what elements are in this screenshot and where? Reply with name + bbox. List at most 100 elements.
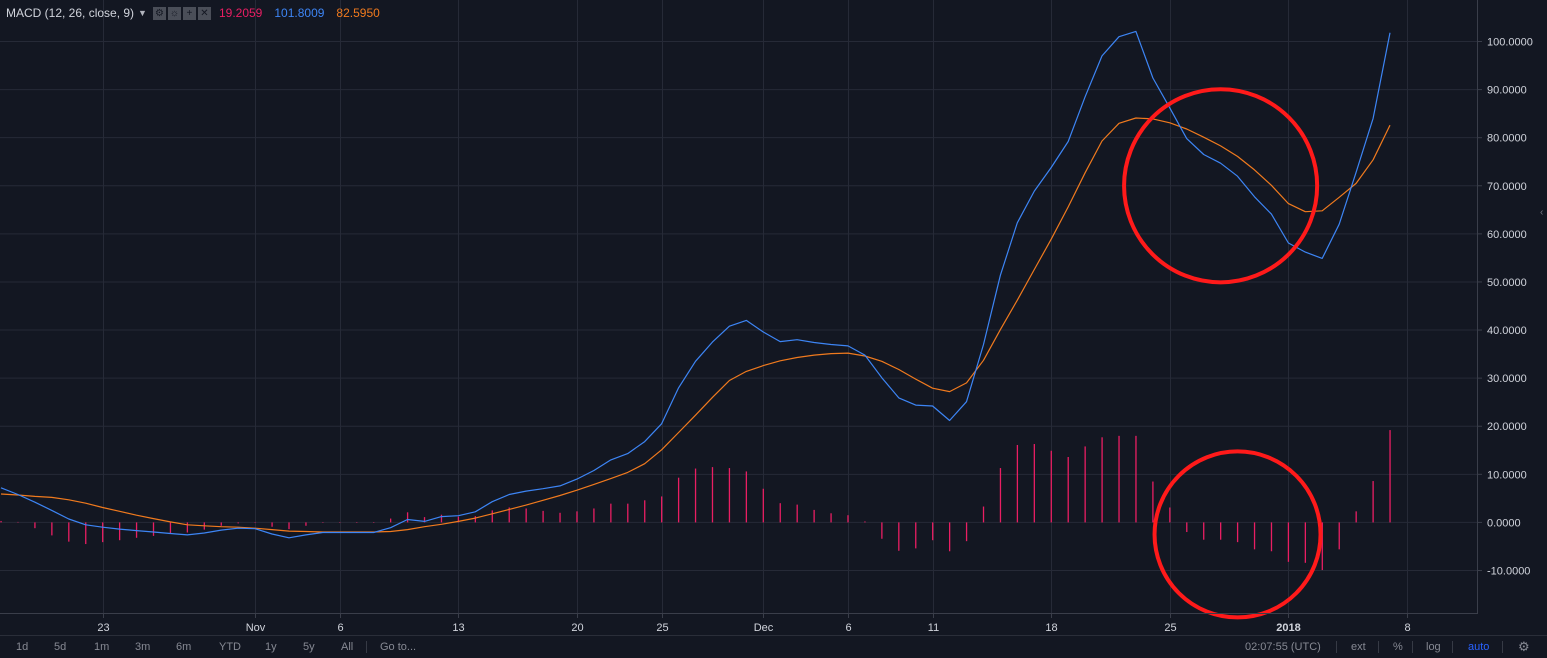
time-axis-label: 8 xyxy=(1404,622,1410,634)
histogram-bar xyxy=(51,522,53,536)
time-axis-label: 2018 xyxy=(1276,622,1300,634)
histogram-bar xyxy=(237,522,239,524)
histogram-bar xyxy=(254,522,256,523)
histogram-bar xyxy=(1152,481,1154,523)
histogram-bar xyxy=(559,512,561,523)
histogram-bar xyxy=(677,477,680,523)
time-axis-label: 6 xyxy=(337,622,343,634)
histogram-bar xyxy=(373,522,375,523)
histogram-bars xyxy=(0,430,1391,571)
histogram-bar xyxy=(152,522,155,536)
histogram-bar xyxy=(915,522,917,549)
range-button-6m[interactable]: 6m xyxy=(176,641,192,653)
time-axis[interactable]: 23 Nov 6 13 20 25 Dec 6 11 18 25 2018 8 xyxy=(97,613,1411,634)
price-axis-label: 90.0000 xyxy=(1487,85,1527,97)
range-button-3m[interactable]: 3m xyxy=(135,641,151,653)
histogram-bar xyxy=(423,517,426,523)
indicator-legend: MACD (12, 26, close, 9) ▼ ⚙ ☼ + ✕ 19.205… xyxy=(6,6,380,20)
range-button-5d[interactable]: 5d xyxy=(54,641,67,653)
time-axis-label: 25 xyxy=(656,622,668,634)
range-button-1m[interactable]: 1m xyxy=(94,641,110,653)
histogram-bar xyxy=(85,522,87,545)
macd-line xyxy=(0,30,1391,539)
histogram-bar xyxy=(440,514,443,523)
time-axis-label: Nov xyxy=(246,622,266,634)
toolbar-divider xyxy=(1378,641,1379,653)
range-button-5y[interactable]: 5y xyxy=(303,641,315,653)
histogram-bar xyxy=(118,522,121,541)
histogram-bar xyxy=(1287,522,1290,562)
histogram-bar xyxy=(1372,481,1374,523)
log-scale-toggle[interactable]: log xyxy=(1426,641,1441,653)
histogram-bar xyxy=(271,522,273,527)
histogram-bar xyxy=(965,522,968,542)
gear-icon[interactable]: ☼ xyxy=(167,6,181,20)
histogram-bar xyxy=(1067,457,1069,523)
histogram-bar xyxy=(102,522,104,543)
annotation-circle-2 xyxy=(1152,449,1323,620)
plus-icon[interactable]: + xyxy=(182,6,196,20)
time-axis-label: 11 xyxy=(928,622,939,634)
toolbar-divider xyxy=(1502,641,1503,653)
histogram-bar xyxy=(457,516,460,523)
histogram-bar xyxy=(1084,446,1086,523)
histogram-bar xyxy=(1253,522,1256,550)
histogram-bar xyxy=(1236,522,1239,543)
goto-date-button[interactable]: Go to... xyxy=(380,641,417,653)
histogram-bar xyxy=(864,521,866,523)
range-button-1d[interactable]: 1d xyxy=(16,641,29,653)
histogram-bar xyxy=(491,510,493,523)
histogram-bar xyxy=(593,508,595,523)
settings-icon[interactable]: ⚙ xyxy=(152,6,166,20)
indicator-title[interactable]: MACD (12, 26, close, 9) xyxy=(6,6,135,20)
histogram-bar xyxy=(1169,507,1171,523)
price-axis-label: 40.0000 xyxy=(1487,325,1527,337)
histogram-bar xyxy=(1355,511,1357,523)
histogram-bar xyxy=(305,522,307,526)
price-axis-label: -10.0000 xyxy=(1487,566,1530,578)
histogram-bar xyxy=(322,522,324,523)
axis-scroll-arrow-icon[interactable]: ‹ xyxy=(1540,207,1543,218)
histogram-bar xyxy=(1220,522,1222,540)
price-axis-label: 60.0000 xyxy=(1487,229,1527,241)
legend-signal-value: 82.5950 xyxy=(336,6,380,20)
range-button-ytd[interactable]: YTD xyxy=(219,641,241,653)
price-axis-label: 10.0000 xyxy=(1487,469,1527,481)
extended-hours-toggle[interactable]: ext xyxy=(1351,641,1366,653)
range-button-all[interactable]: All xyxy=(341,641,354,653)
histogram-bar xyxy=(779,503,781,523)
histogram-bar xyxy=(745,471,748,523)
time-display[interactable]: 02:07:55 (UTC) xyxy=(1245,641,1321,653)
histogram-bar xyxy=(576,511,578,523)
time-axis-label: 20 xyxy=(571,622,583,634)
histogram-bar xyxy=(948,522,951,552)
legend-histogram-value: 19.2059 xyxy=(218,6,263,20)
histogram-bar xyxy=(1016,444,1019,523)
auto-scale-toggle[interactable]: auto xyxy=(1468,641,1490,653)
time-axis-label: 25 xyxy=(1164,622,1176,634)
histogram-bar xyxy=(474,516,476,523)
percent-scale-toggle[interactable]: % xyxy=(1393,641,1403,653)
histogram-bar xyxy=(1270,522,1273,552)
histogram-bar xyxy=(1101,437,1103,523)
chevron-down-icon[interactable]: ▼ xyxy=(138,8,147,18)
price-axis[interactable]: 100.0000 90.0000 80.0000 70.0000 60.0000 50.0… xyxy=(1477,37,1533,578)
histogram-bar xyxy=(627,503,629,523)
toolbar-divider xyxy=(1336,641,1337,653)
histogram-bar xyxy=(169,522,172,534)
histogram-bar xyxy=(847,515,849,523)
price-axis-label: 50.0000 xyxy=(1487,277,1527,289)
range-button-1y[interactable]: 1y xyxy=(265,641,277,653)
histogram-bar xyxy=(1050,450,1052,523)
signal-line xyxy=(0,117,1391,533)
toolbar-divider xyxy=(366,641,367,653)
histogram-bar xyxy=(711,467,714,523)
annotation-layer xyxy=(1122,87,1323,620)
histogram-bar xyxy=(288,522,290,530)
histogram-bar xyxy=(220,522,222,526)
histogram-bar xyxy=(610,503,612,523)
gear-icon[interactable]: ⚙ xyxy=(1518,639,1530,654)
close-icon[interactable]: ✕ xyxy=(197,6,211,20)
